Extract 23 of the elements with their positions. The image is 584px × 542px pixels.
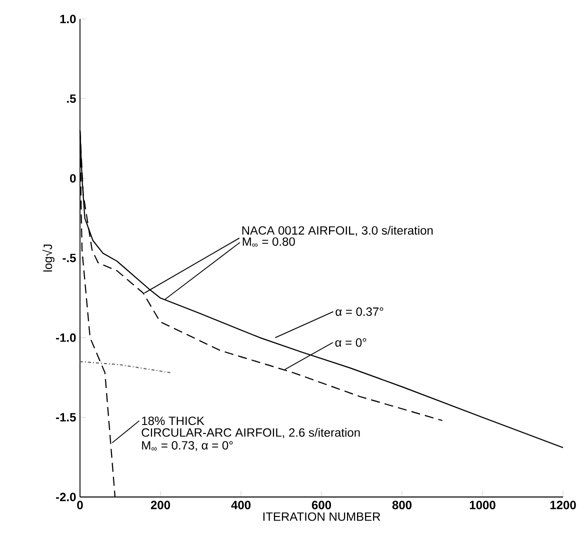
x-tick-label: 200 — [150, 500, 170, 510]
annotation: M$_{∞}$ = 0.73, α = 0° — [142, 441, 233, 452]
annotation: NACA 0012 AIRFOIL, 3.0 s/iteration — [242, 226, 433, 236]
x-tick-label: 400 — [231, 500, 251, 510]
x-tick-label: 0 — [77, 500, 83, 510]
y-tick-label: -2.0 — [56, 492, 76, 502]
annotation: 18% THICK — [142, 416, 204, 426]
y-tick-label: -.5 — [62, 254, 76, 262]
y-tick-label: 0 — [70, 174, 76, 183]
annotation: M$_{∞}$ = 0.80 — [242, 237, 295, 247]
annotation: CIRCULAR-ARC AIRFOIL, 2.6 s/iteration — [142, 428, 360, 438]
annotation: α = 0.37° — [336, 307, 384, 316]
y-tick-label: 1.0 — [60, 14, 76, 24]
annotation: α = 0° — [335, 338, 366, 347]
x-tick-label: 800 — [392, 500, 412, 510]
y-tick-label: .5 — [67, 94, 76, 103]
x-axis-title: ITERATION NUMBER — [263, 512, 380, 521]
y-axis-title: log√J — [42, 244, 54, 272]
y-tick-label: -1.5 — [56, 413, 76, 422]
x-tick-label: 1000 — [470, 500, 496, 510]
y-tick-label: -1.0 — [56, 333, 76, 342]
x-tick-label: 1200 — [550, 500, 576, 510]
x-tick-label: 600 — [312, 500, 332, 510]
